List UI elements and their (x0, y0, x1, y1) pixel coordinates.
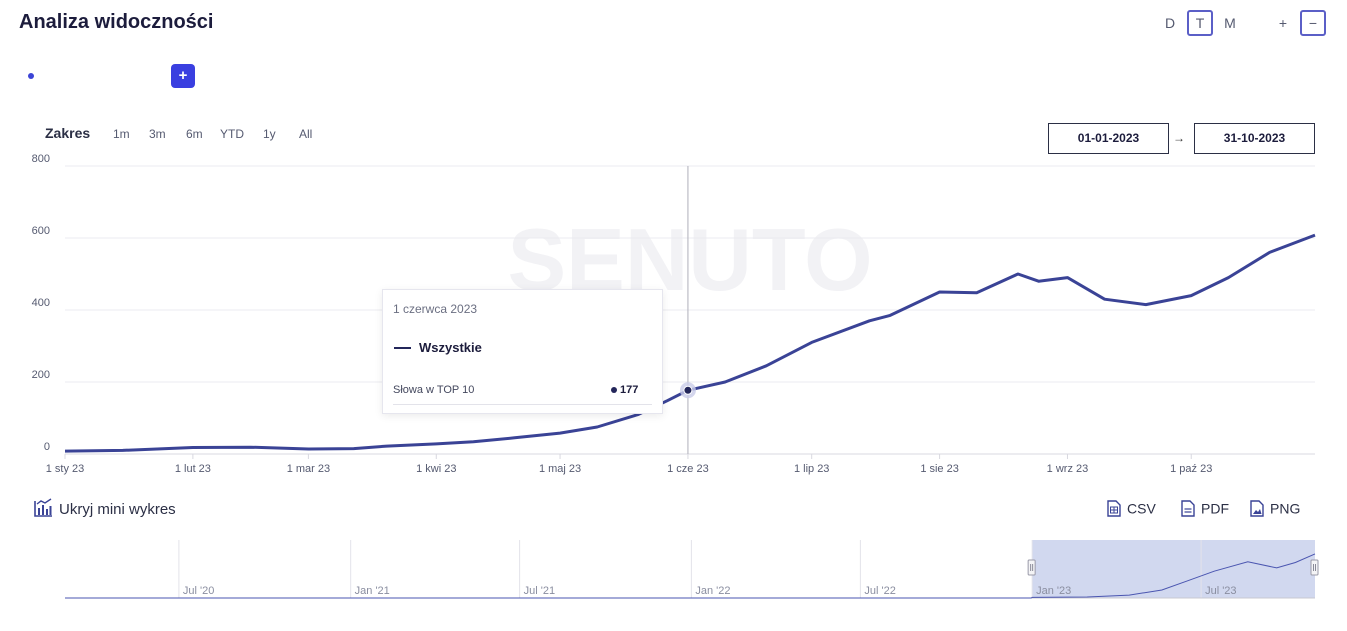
range-ytd-button[interactable]: YTD (220, 127, 244, 141)
export-csv-button[interactable]: CSV (1107, 500, 1156, 520)
navigator-label: Jul '21 (524, 585, 555, 597)
range-all-button[interactable]: All (299, 127, 313, 141)
y-tick-label: 200 (32, 369, 50, 381)
export-png-button[interactable]: PNG (1250, 500, 1300, 520)
navigator-right-handle[interactable] (1310, 559, 1319, 576)
granularity-day-button[interactable]: D (1164, 15, 1176, 31)
granularity-toolbar: D T M + − (1157, 10, 1327, 38)
chart-tooltip: 1 czerwca 2023 Wszystkie Słowa w TOP 10 … (382, 289, 663, 414)
bar-chart-icon (33, 498, 53, 522)
tooltip-divider (393, 404, 652, 405)
zoom-in-button[interactable]: + (1278, 15, 1288, 31)
range-6m-button[interactable]: 6m (186, 127, 203, 141)
x-tick-label: 1 wrz 23 (1047, 463, 1089, 475)
tooltip-date: 1 czerwca 2023 (393, 302, 478, 316)
zoom-out-button[interactable]: − (1300, 10, 1326, 36)
series-legend-dot[interactable] (28, 73, 34, 79)
tooltip-metric-value: 177 (620, 384, 639, 396)
y-tick-label: 800 (32, 153, 50, 165)
granularity-week-button[interactable]: T (1187, 10, 1213, 36)
tooltip-series-name: Wszystkie (419, 340, 482, 355)
export-csv-label: CSV (1127, 500, 1156, 517)
y-tick-label: 0 (44, 441, 50, 453)
y-tick-label: 400 (32, 297, 50, 309)
x-tick-label: 1 cze 23 (667, 463, 709, 475)
range-1m-button[interactable]: 1m (113, 127, 130, 141)
tooltip-value-dot-icon (611, 387, 617, 393)
x-tick-label: 1 kwi 23 (416, 463, 456, 475)
range-3m-button[interactable]: 3m (149, 127, 166, 141)
x-tick-label: 1 mar 23 (287, 463, 330, 475)
navigator-series-line (65, 553, 1316, 599)
pdf-file-icon (1181, 500, 1195, 520)
tooltip-series-line-icon (394, 347, 411, 349)
navigator-label: Jul '20 (183, 585, 214, 597)
tooltip-metric-label: Słowa w TOP 10 (393, 384, 475, 396)
navigator-label: Jan '22 (695, 585, 730, 597)
navigator-label: Jul '23 (1205, 585, 1236, 597)
x-tick-label: 1 maj 23 (539, 463, 581, 475)
export-pdf-button[interactable]: PDF (1181, 500, 1229, 520)
x-tick-label: 1 sty 23 (46, 463, 85, 475)
navigator-left-handle[interactable] (1027, 559, 1036, 576)
range-1y-button[interactable]: 1y (263, 127, 276, 141)
navigator-label: Jan '23 (1036, 585, 1071, 597)
date-from-input[interactable]: 01-01-2023 (1048, 123, 1169, 154)
navigator-selection[interactable] (1032, 540, 1315, 598)
navigator-label: Jan '21 (355, 585, 390, 597)
x-tick-label: 1 paź 23 (1170, 463, 1212, 475)
navigator-label: Jul '22 (864, 585, 895, 597)
series-line-wszystkie[interactable] (64, 233, 1316, 453)
x-tick-label: 1 lut 23 (175, 463, 211, 475)
range-label: Zakres (45, 125, 91, 141)
csv-file-icon (1107, 500, 1121, 520)
page-title: Analiza widoczności (19, 11, 214, 33)
y-tick-label: 600 (32, 225, 50, 237)
add-series-button[interactable]: + (171, 64, 195, 88)
toggle-mini-chart-button[interactable]: Ukryj mini wykres (33, 498, 176, 522)
x-tick-label: 1 lip 23 (794, 463, 829, 475)
export-png-label: PNG (1270, 500, 1301, 517)
toggle-mini-chart-label: Ukryj mini wykres (59, 500, 176, 518)
export-pdf-label: PDF (1201, 500, 1229, 517)
png-image-icon (1250, 500, 1264, 520)
date-range-arrow: → (1173, 131, 1185, 145)
highlight-point[interactable] (683, 385, 693, 395)
x-tick-label: 1 sie 23 (920, 463, 959, 475)
granularity-month-button[interactable]: M (1224, 15, 1236, 31)
date-to-input[interactable]: 31-10-2023 (1194, 123, 1315, 154)
